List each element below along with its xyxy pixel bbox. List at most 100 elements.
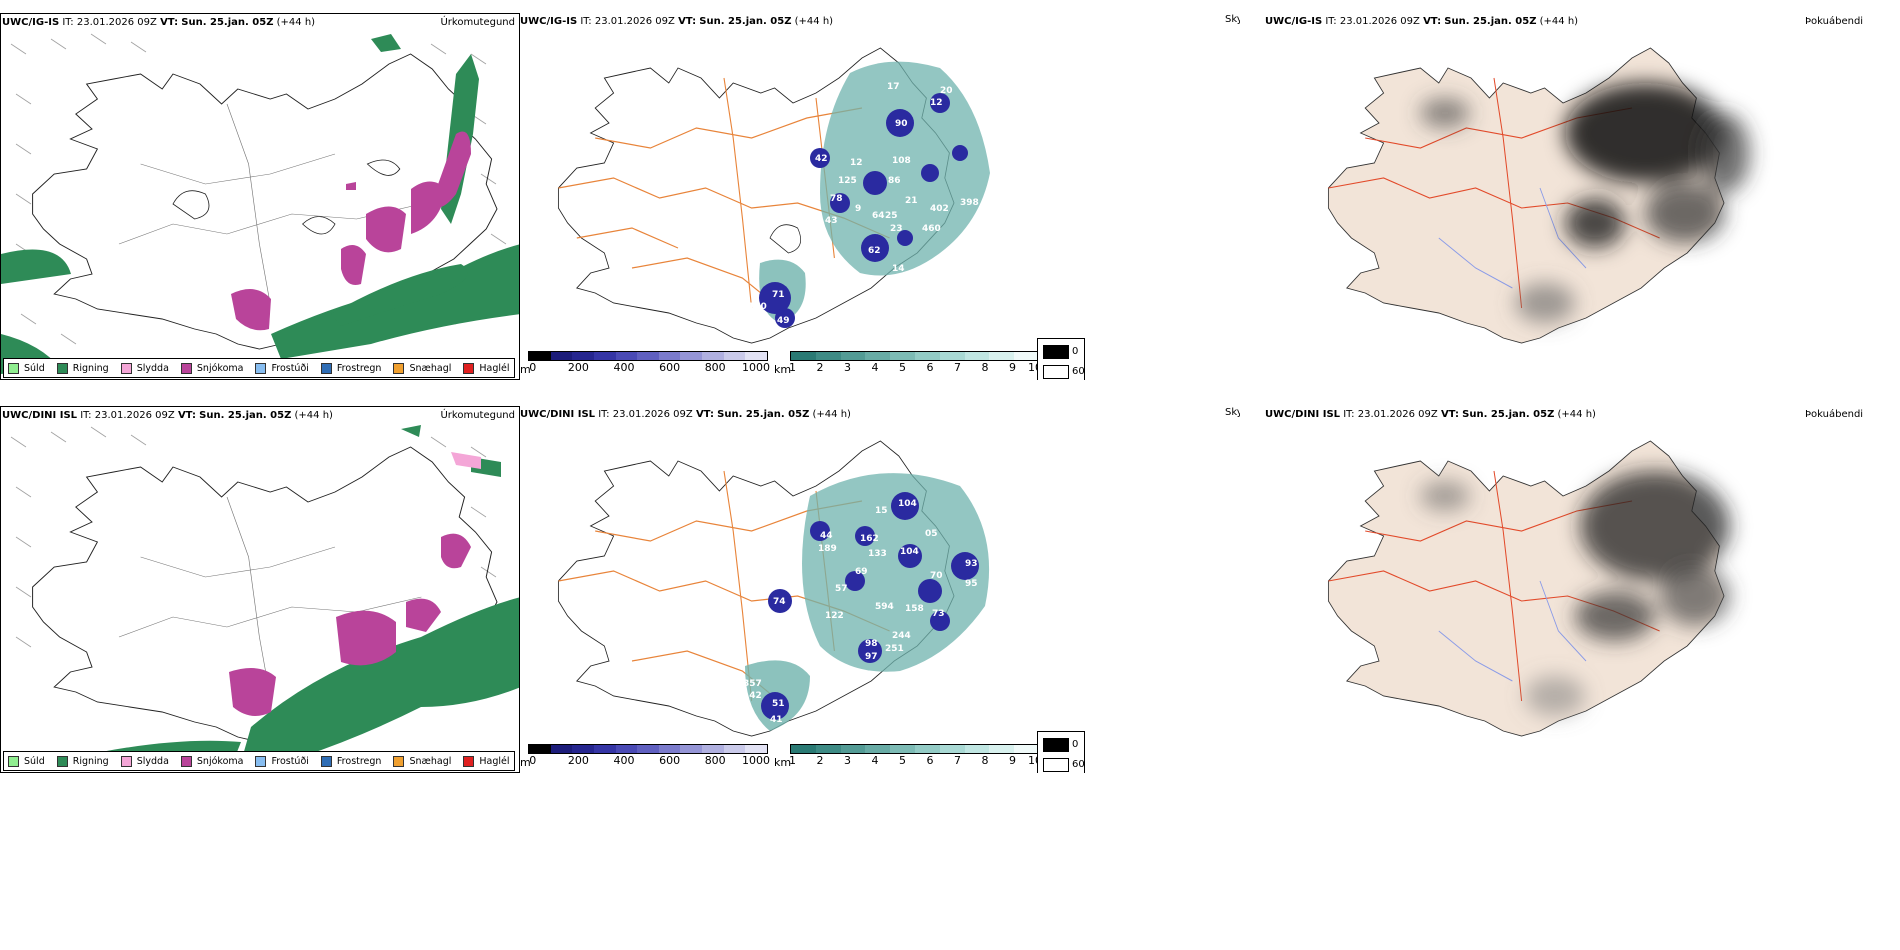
vis-label: 64 bbox=[872, 211, 885, 221]
vis-label: 98 bbox=[865, 639, 878, 649]
vis-label: 125 bbox=[838, 176, 857, 186]
vis-label: 20 bbox=[940, 86, 953, 96]
precip-type-map bbox=[1, 33, 519, 374]
vis-label: 44 bbox=[820, 531, 833, 541]
precip-type-panel-bottom: UWC/DINI ISL IT: 23.01.2026 09Z VT: Sun.… bbox=[0, 406, 520, 773]
vis-label: 162 bbox=[860, 534, 879, 544]
km-colorbar: 1 2 3 4 5 6 7 8 9 10 bbox=[789, 351, 1042, 374]
legend-swatch-rain bbox=[56, 362, 68, 374]
vis-label: 12 bbox=[930, 98, 943, 108]
vis-label: 86 bbox=[888, 176, 901, 186]
vis-label: 357 bbox=[743, 679, 762, 689]
height-colorbar: 0 200 400 600 800 1000 bbox=[528, 744, 770, 767]
vis-label: 74 bbox=[773, 597, 786, 607]
legend-swatch-snow-pellets bbox=[393, 755, 405, 767]
legend-swatch-snow bbox=[180, 755, 192, 767]
panel-title: Skyggni bbox=[1225, 407, 1240, 418]
vis-label: 43 bbox=[825, 216, 838, 226]
vis-label: 51 bbox=[772, 699, 785, 709]
vis-label: 9 bbox=[855, 204, 861, 214]
precip-type-panel-top: UWC/IG-IS IT: 23.01.2026 09Z VT: Sun. 25… bbox=[0, 13, 520, 380]
fog-legend: 0 60 bbox=[1037, 338, 1085, 380]
vis-label: 594 bbox=[875, 602, 894, 612]
precip-legend: Súld Rigning Slydda Snjókoma Frostúði Fr… bbox=[3, 358, 515, 378]
vis-label: 62 bbox=[868, 246, 881, 256]
legend-swatch-drizzle bbox=[8, 755, 19, 767]
fog-panel-top: UWC/IG-IS IT: 23.01.2026 09Z VT: Sun. 25… bbox=[1265, 13, 1900, 380]
visibility-map: 104 15 44 189 162 133 104 05 93 69 57 70… bbox=[557, 440, 990, 737]
legend-swatch-freezing-drizzle bbox=[255, 362, 267, 374]
legend-swatch-rain bbox=[56, 755, 68, 767]
vis-label: 122 bbox=[825, 611, 844, 621]
panel-header: UWC/DINI ISL IT: 23.01.2026 09Z VT: Sun.… bbox=[1265, 409, 1596, 420]
vis-label: 108 bbox=[892, 156, 911, 166]
vis-label: 460 bbox=[922, 224, 941, 234]
panel-title: Þokuábendi bbox=[1805, 409, 1864, 420]
vis-label: 158 bbox=[905, 604, 924, 614]
height-unit: m bbox=[520, 363, 531, 376]
legend-swatch-sleet bbox=[120, 755, 132, 767]
legend-swatch-snow-pellets bbox=[393, 362, 405, 374]
vis-label: 41 bbox=[770, 715, 783, 725]
fog-map bbox=[1327, 440, 1730, 737]
vis-label: 05 bbox=[925, 529, 938, 539]
vis-label: 189 bbox=[818, 544, 837, 554]
legend-swatch-drizzle bbox=[8, 362, 19, 374]
legend-swatch-freezing-rain bbox=[320, 755, 332, 767]
height-unit: m bbox=[520, 756, 531, 769]
fog-legend: 0 60 bbox=[1037, 731, 1085, 773]
vis-label: 49 bbox=[777, 316, 790, 326]
km-unit: km bbox=[774, 363, 792, 376]
vis-label: 95 bbox=[965, 579, 978, 589]
vis-label: 70 bbox=[930, 571, 943, 581]
km-unit: km bbox=[774, 756, 792, 769]
vis-label: 57 bbox=[835, 584, 848, 594]
panel-header: UWC/IG-IS IT: 23.01.2026 09Z VT: Sun. 25… bbox=[520, 16, 834, 27]
panel-title: Skyggni bbox=[1225, 14, 1240, 25]
vis-label: 25 bbox=[885, 211, 898, 221]
vis-label: 69 bbox=[855, 567, 868, 577]
vis-label: 97 bbox=[865, 652, 878, 662]
height-colorbar: 0 200 400 600 800 1000 bbox=[528, 351, 770, 374]
vis-label: 12 bbox=[850, 158, 863, 168]
legend-swatch-freezing-rain bbox=[320, 362, 332, 374]
legend-swatch-freezing-drizzle bbox=[255, 755, 267, 767]
vis-label: 21 bbox=[905, 196, 918, 206]
panel-header: UWC/IG-IS IT: 23.01.2026 09Z VT: Sun. 25… bbox=[1265, 16, 1579, 27]
vis-label: 42 bbox=[815, 154, 828, 164]
vis-label: 110 bbox=[748, 302, 767, 312]
vis-label: 244 bbox=[892, 631, 911, 641]
panel-header: UWC/DINI ISL IT: 23.01.2026 09Z VT: Sun.… bbox=[520, 409, 851, 420]
vis-label: 133 bbox=[868, 549, 887, 559]
vis-label: 73 bbox=[932, 609, 945, 619]
fog-panel-bottom: UWC/DINI ISL IT: 23.01.2026 09Z VT: Sun.… bbox=[1265, 406, 1900, 773]
precip-type-map bbox=[10, 425, 519, 767]
legend-swatch-hail bbox=[463, 362, 475, 374]
vis-label: 78 bbox=[830, 194, 843, 204]
panel-title: Úrkomutegund bbox=[440, 17, 515, 28]
panel-header: UWC/IG-IS IT: 23.01.2026 09Z VT: Sun. 25… bbox=[2, 17, 316, 28]
legend-swatch-snow bbox=[180, 362, 192, 374]
panel-title: Þokuábendi bbox=[1805, 16, 1864, 27]
fog-map bbox=[1327, 47, 1750, 344]
visibility-panel-top: UWC/IG-IS IT: 23.01.2026 09Z VT: Sun. 25… bbox=[520, 13, 1240, 380]
km-colorbar: 1 2 3 4 5 6 7 8 9 10 bbox=[789, 744, 1042, 767]
vis-label: 142 bbox=[743, 691, 762, 701]
visibility-panel-bottom: UWC/DINI ISL IT: 23.01.2026 09Z VT: Sun.… bbox=[520, 406, 1240, 773]
vis-label: 90 bbox=[895, 119, 908, 129]
vis-label: 398 bbox=[960, 198, 979, 208]
vis-label: 93 bbox=[965, 559, 978, 569]
panel-title: Úrkomutegund bbox=[440, 410, 515, 421]
vis-label: 17 bbox=[887, 82, 900, 92]
vis-label: 15 bbox=[875, 506, 888, 516]
legend-swatch-hail bbox=[463, 755, 475, 767]
vis-label: 402 bbox=[930, 204, 949, 214]
legend-swatch-sleet bbox=[120, 362, 132, 374]
vis-label: 71 bbox=[772, 290, 785, 300]
precip-legend: Súld Rigning Slydda Snjókoma Frostúði Fr… bbox=[3, 751, 515, 771]
visibility-map: 17 20 12 90 42 12 108 125 86 78 43 21 9 … bbox=[557, 47, 990, 344]
panel-header: UWC/DINI ISL IT: 23.01.2026 09Z VT: Sun.… bbox=[2, 410, 333, 421]
vis-label: 23 bbox=[890, 224, 903, 234]
vis-label: 104 bbox=[898, 499, 917, 509]
vis-label: 14 bbox=[892, 264, 905, 274]
